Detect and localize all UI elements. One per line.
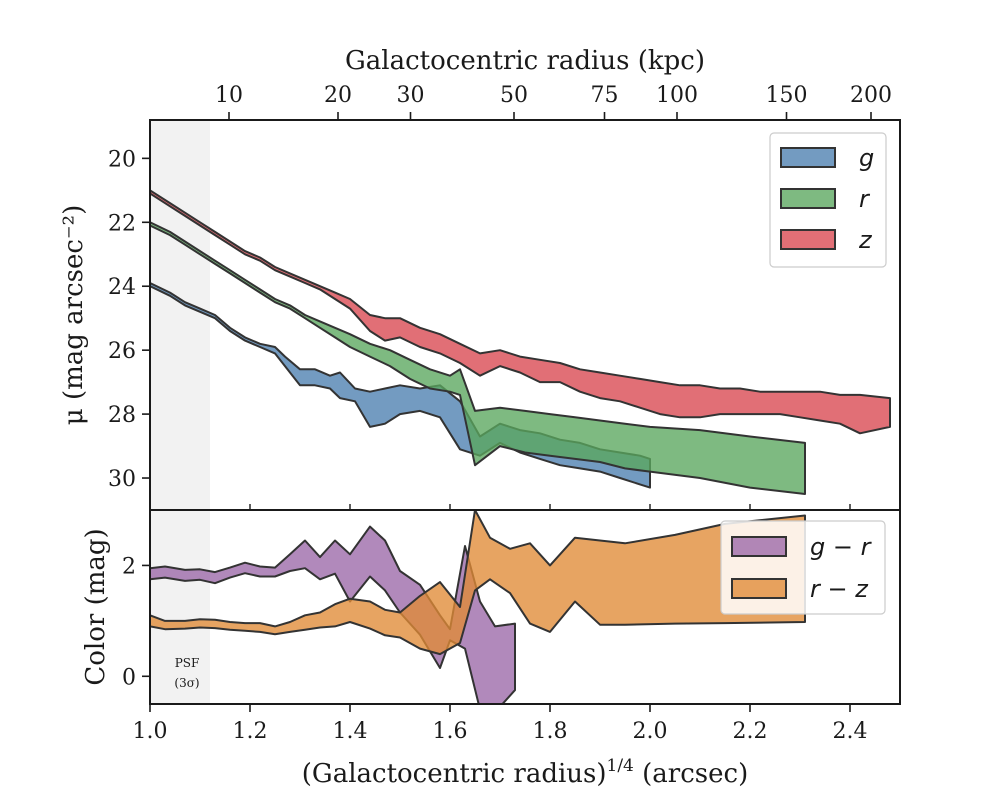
surface-brightness-panel: 20 22 24 26 28 30 10 20 30 50 75 100 150 200 Galacto… (59, 46, 901, 511)
y-tick-label-22: 22 (108, 211, 136, 236)
legend-label-g-r: g − r (810, 533, 873, 561)
color-areas (150, 510, 806, 704)
legend-swatch-r (780, 188, 836, 209)
legend-swatch-z (780, 229, 836, 250)
x-tick-label-2.0: 2.0 (633, 719, 668, 744)
y-tick-label-26: 26 (108, 339, 136, 364)
x-tick-label-1.0: 1.0 (133, 719, 168, 744)
top-tick-label-30: 30 (397, 83, 425, 108)
legend-label-r-z: r − z (810, 575, 869, 603)
psf-shaded-region (150, 120, 210, 510)
color-y-tick-label-2: 2 (122, 554, 136, 579)
y-tick-label-28: 28 (108, 403, 136, 428)
bottom-plot-frame (149, 509, 901, 705)
legend-label-z: z (858, 226, 873, 254)
surface-brightness-areas (150, 189, 891, 495)
top-tick-label-100: 100 (656, 83, 698, 108)
psf-shaded-region-bottom (150, 510, 210, 704)
color-y-axis-ticks: 02 (122, 554, 150, 690)
x-axis-title-part2: (arcsec) (634, 759, 748, 789)
legend-top: grz (769, 132, 887, 268)
y-axis-ticks: 20 22 24 26 28 30 (108, 147, 150, 492)
top-tick-label-200: 200 (850, 83, 892, 108)
legend-swatch-g (780, 147, 836, 168)
psf-label-line1: PSF (175, 656, 200, 670)
color-band-r-z (150, 510, 806, 656)
top-tick-label-50: 50 (500, 83, 528, 108)
legend-label-r: r (859, 185, 871, 213)
color-y-axis-title: Color (mag) (81, 528, 111, 685)
x-tick-label-1.6: 1.6 (433, 719, 468, 744)
top-tick-label-20: 20 (324, 83, 352, 108)
x-tick-label-1.2: 1.2 (233, 719, 268, 744)
y-tick-label-20: 20 (108, 147, 136, 172)
legend-label-g: g (859, 144, 874, 172)
top-tick-label-75: 75 (591, 83, 619, 108)
x-axis-ticks: 1.0 1.2 1.4 1.6 1.8 2.0 2.2 2.4 (133, 704, 868, 744)
legend-swatch-g-r (731, 536, 787, 557)
y-tick-label-24: 24 (108, 275, 136, 300)
psf-label-line2: (3σ) (174, 676, 199, 690)
x-axis-title-exponent: 1/4 (607, 756, 634, 776)
x-tick-label-2.4: 2.4 (833, 719, 868, 744)
x-tick-label-1.4: 1.4 (333, 719, 368, 744)
x-axis-title-part1: (Galactocentric radius) (302, 759, 607, 789)
color-band-g-r (150, 525, 516, 704)
x-tick-label-2.2: 2.2 (733, 719, 768, 744)
color-panel: 02 1.0 1.2 1.4 1.6 1.8 2.0 2.2 2.4 PSF (3σ) (Ga… (81, 509, 901, 789)
top-x-axis-ticks: 10 20 30 50 75 100 150 200 (215, 83, 892, 120)
top-tick-label-150: 150 (766, 83, 808, 108)
legend-bottom: g − r r − z (720, 520, 886, 615)
top-x-axis-title: Galactocentric radius (kpc) (345, 46, 705, 76)
y-tick-label-30: 30 (108, 467, 136, 492)
x-tick-label-1.8: 1.8 (533, 719, 568, 744)
color-y-tick-label-0: 0 (122, 665, 136, 690)
y-axis-title: μ (mag arcsec⁻²) (59, 205, 89, 425)
x-axis-title: (Galactocentric radius)1/4 (arcsec) (302, 756, 748, 789)
sb-band-r (150, 221, 806, 495)
top-tick-label-10: 10 (215, 83, 243, 108)
legend-swatch-r-z (731, 578, 787, 599)
sb-band-z (150, 189, 891, 435)
